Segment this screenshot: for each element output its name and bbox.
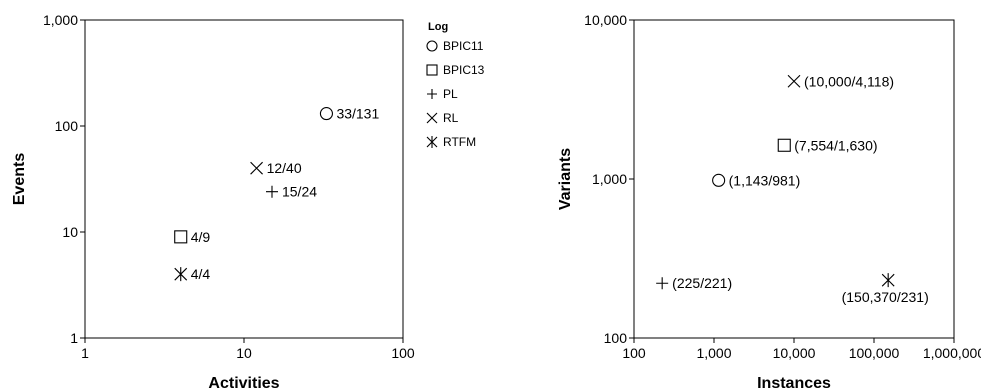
chart-1-point-label-pl: (225/221) xyxy=(672,275,732,291)
chart-1-y-tick-label: 100 xyxy=(604,330,628,346)
chart-1-x-axis-title: Instances xyxy=(757,375,831,391)
chart-0-y-axis-title: Events xyxy=(11,153,28,206)
chart-0-point-bpic13 xyxy=(174,230,188,244)
chart-0-x-tick-label: 10 xyxy=(236,345,252,361)
chart-1-point-label-rtfm: (150,370/231) xyxy=(842,289,929,305)
chart-0-x-axis-title: Activities xyxy=(208,375,279,391)
chart-0-y-tick-label: 1,000 xyxy=(43,12,78,28)
chart-0-plot-frame xyxy=(84,19,404,339)
chart-0-point-label-bpic11: 33/131 xyxy=(336,106,379,122)
chart-0-point-label-rtfm: 4/4 xyxy=(191,266,211,282)
chart-0-point-bpic11 xyxy=(319,107,333,121)
legend-marker-rl xyxy=(426,112,438,124)
legend-title: Log xyxy=(428,21,448,33)
legend-label-rl: RL xyxy=(443,111,459,125)
legend: Log BPIC11 BPIC13 PL RL RTFM xyxy=(426,21,485,149)
chart-1-point-label-bpic11: (1,143/981) xyxy=(729,172,801,188)
chart-0-point-label-bpic13: 4/9 xyxy=(191,229,211,245)
legend-marker-bpic11 xyxy=(426,40,438,52)
legend-label-pl: PL xyxy=(443,87,458,101)
chart-0-y-tick-label: 100 xyxy=(55,118,79,134)
chart-0-point-label-rl: 12/40 xyxy=(267,160,302,176)
chart-0-point-rl xyxy=(250,161,263,175)
chart-1-y-axis-title: Variants xyxy=(557,148,574,210)
chart-1-y-tick-label: 10,000 xyxy=(584,12,627,28)
chart-1-x-tick-label: 100,000 xyxy=(849,345,900,361)
chart-1-point-bpic13 xyxy=(777,138,791,152)
chart-1-y-tick-label: 1,000 xyxy=(592,171,627,187)
chart-0-point-label-pl: 15/24 xyxy=(282,184,317,200)
chart-1-point-label-bpic13: (7,554/1,630) xyxy=(794,137,877,153)
instances-variants-chart: 100 1,000 10,000 100,000 1,000,000 100 1,000 10… xyxy=(557,12,981,391)
chart-1-x-tick-label: 10,000 xyxy=(773,345,816,361)
chart-0-point-pl xyxy=(265,185,278,198)
chart-0-y-tick-label: 10 xyxy=(62,224,78,240)
legend-marker-pl xyxy=(427,89,437,99)
activities-events-chart: 1 10 100 1 10 100 1,000 Activities Events 33/131 4… xyxy=(11,12,415,391)
chart-1-point-label-rl: (10,000/4,118) xyxy=(804,73,894,89)
chart-0-y-tick-label: 1 xyxy=(70,330,78,346)
chart-1-x-tick-label: 1,000 xyxy=(696,345,731,361)
chart-1-x-tick-label: 100 xyxy=(622,345,646,361)
chart-1-point-rtfm xyxy=(881,273,895,288)
chart-1-point-bpic11 xyxy=(712,173,726,187)
legend-label-rtfm: RTFM xyxy=(443,135,476,149)
legend-label-bpic11: BPIC11 xyxy=(443,39,484,53)
chart-0-x-tick-label: 1 xyxy=(81,345,89,361)
chart-1-point-rl xyxy=(787,74,801,88)
chart-0-point-rtfm xyxy=(174,267,188,282)
legend-marker-rtfm xyxy=(426,136,438,148)
legend-label-bpic13: BPIC13 xyxy=(443,63,485,77)
chart-1-x-tick-label: 1,000,000 xyxy=(923,345,981,361)
chart-0-x-tick-label: 100 xyxy=(391,345,415,361)
chart-1-point-pl xyxy=(656,277,669,290)
legend-marker-bpic13 xyxy=(426,64,438,76)
